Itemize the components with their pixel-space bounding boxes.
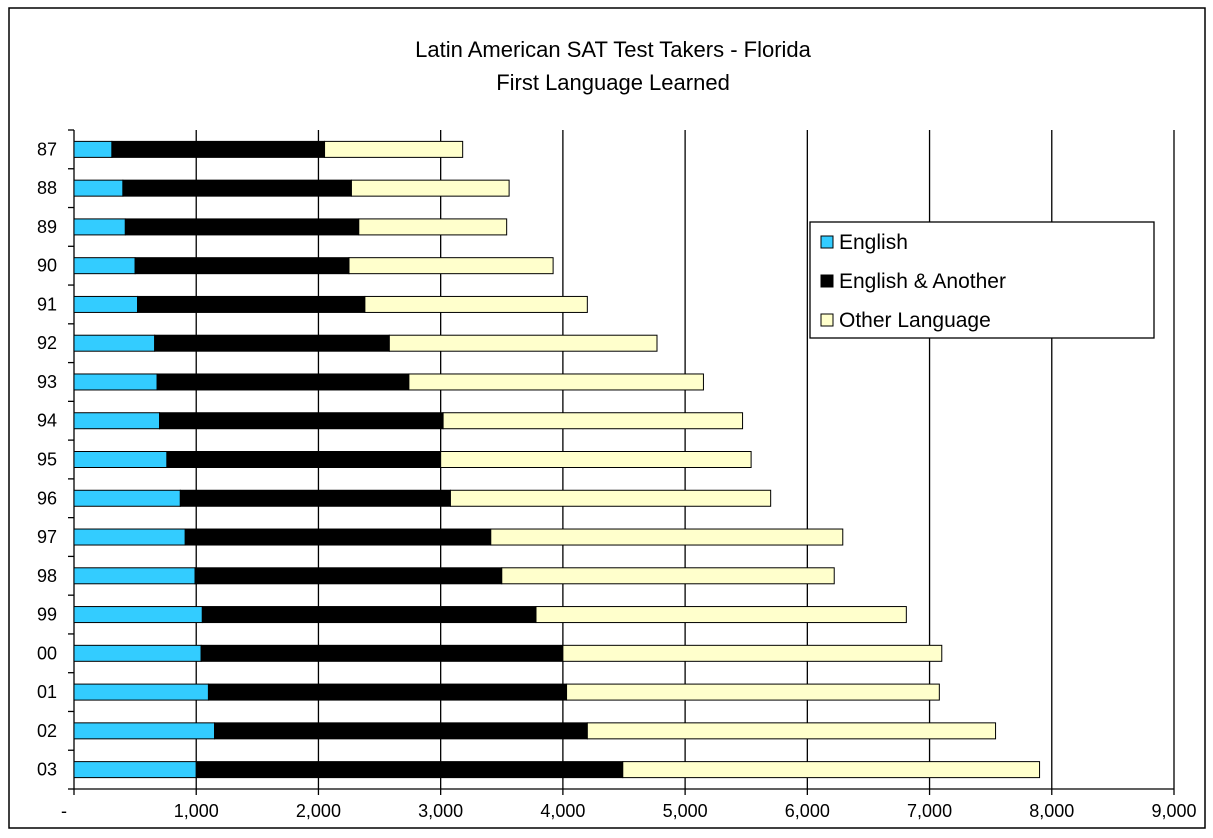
bar-english <box>73 412 161 430</box>
bar-english-another <box>137 295 366 313</box>
bar-english <box>73 761 197 779</box>
bar-english <box>73 218 126 236</box>
x-tick-label: 1,000 <box>174 801 219 821</box>
y-tick-label: 01 <box>37 682 57 702</box>
bar-english-another <box>201 606 537 624</box>
bar-english <box>73 722 216 740</box>
legend-swatch <box>820 313 834 327</box>
bar-other-language <box>364 295 588 313</box>
legend-swatch <box>820 274 834 288</box>
bar-english-another <box>124 218 360 236</box>
legend-label: English & Another <box>839 270 1006 293</box>
x-tick-label: 7,000 <box>907 801 952 821</box>
bar-english-another <box>214 722 588 740</box>
bar-english-another <box>166 451 442 468</box>
gridlines <box>195 130 1175 789</box>
bar-english <box>73 373 158 391</box>
bar-english-another <box>194 567 503 585</box>
bar-english <box>73 606 203 624</box>
bar-other-language <box>388 334 658 352</box>
bar-other-language <box>490 528 844 546</box>
bar-english-another <box>156 373 410 391</box>
bar-english-another <box>207 683 568 701</box>
bar-english-another <box>184 528 492 546</box>
bar-english <box>73 528 186 546</box>
x-tick-label: 9,000 <box>1151 801 1196 821</box>
bars <box>73 140 1041 779</box>
x-tick-label: 4,000 <box>540 801 585 821</box>
y-tick-label: 88 <box>37 178 57 198</box>
bar-english-another <box>122 179 352 197</box>
bar-other-language <box>562 644 943 662</box>
y-tick-label: 95 <box>37 450 57 470</box>
bar-other-language <box>440 451 752 468</box>
y-tick-label: 93 <box>37 372 57 392</box>
x-tick-label: 8,000 <box>1029 801 1074 821</box>
bar-other-language <box>622 761 1041 779</box>
bar-other-language <box>535 606 907 624</box>
bar-english-another <box>134 257 350 275</box>
legend-swatch <box>820 235 834 249</box>
bar-english <box>73 140 113 158</box>
bar-other-language <box>348 257 554 275</box>
bar-english-another <box>111 140 326 158</box>
legend: English English & Another Other Language <box>809 221 1155 339</box>
y-tick-label: 99 <box>37 605 57 625</box>
chart-title: Latin American SAT Test Takers - Florida <box>415 37 812 62</box>
legend-box <box>809 221 1155 339</box>
bar-english-another <box>200 644 564 662</box>
bar-english <box>73 295 139 313</box>
bar-english <box>73 644 202 662</box>
bar-other-language <box>501 567 835 585</box>
y-tick-label: 97 <box>37 527 57 547</box>
y-tick-label: 03 <box>37 760 57 780</box>
y-tick-label: 91 <box>37 294 57 314</box>
bar-english <box>73 257 136 275</box>
bar-english <box>73 683 209 701</box>
bar-other-language <box>442 412 744 430</box>
tick-labels: - 1,000 2,000 3,000 4,000 5,000 6,000 7,000 8,00… <box>37 139 1197 821</box>
bar-english <box>73 451 168 468</box>
y-tick-label: 98 <box>37 566 57 586</box>
bar-other-language <box>408 373 704 391</box>
bar-english <box>73 567 196 585</box>
legend-label: English <box>839 231 908 254</box>
bar-other-language <box>350 179 510 197</box>
x-tick-label: 2,000 <box>296 801 341 821</box>
bar-english-another <box>179 489 451 507</box>
x-tick-label: 5,000 <box>663 801 708 821</box>
bar-other-language <box>566 683 940 701</box>
y-tick-label: 96 <box>37 488 57 508</box>
bar-english-another <box>195 761 624 779</box>
bar-english <box>73 334 156 352</box>
x-tick-label: 3,000 <box>418 801 463 821</box>
chart-subtitle: First Language Learned <box>496 70 730 95</box>
y-tick-label: 94 <box>37 411 57 431</box>
legend-label: Other Language <box>839 309 991 332</box>
bar-english <box>73 489 181 507</box>
x-tick-label: 6,000 <box>785 801 830 821</box>
y-tick-label: 87 <box>37 139 57 159</box>
bar-english-another <box>159 412 444 430</box>
bar-other-language <box>586 722 997 740</box>
bar-other-language <box>358 218 508 236</box>
bar-english-another <box>154 334 390 352</box>
y-tick-label: 92 <box>37 333 57 353</box>
bar-english <box>73 179 124 197</box>
y-tick-label: 89 <box>37 217 57 237</box>
y-tick-label: 00 <box>37 643 57 663</box>
x-tick-label: - <box>61 801 67 821</box>
bar-other-language <box>324 140 464 158</box>
y-tick-label: 02 <box>37 721 57 741</box>
bar-other-language <box>449 489 772 507</box>
y-tick-label: 90 <box>37 256 57 276</box>
